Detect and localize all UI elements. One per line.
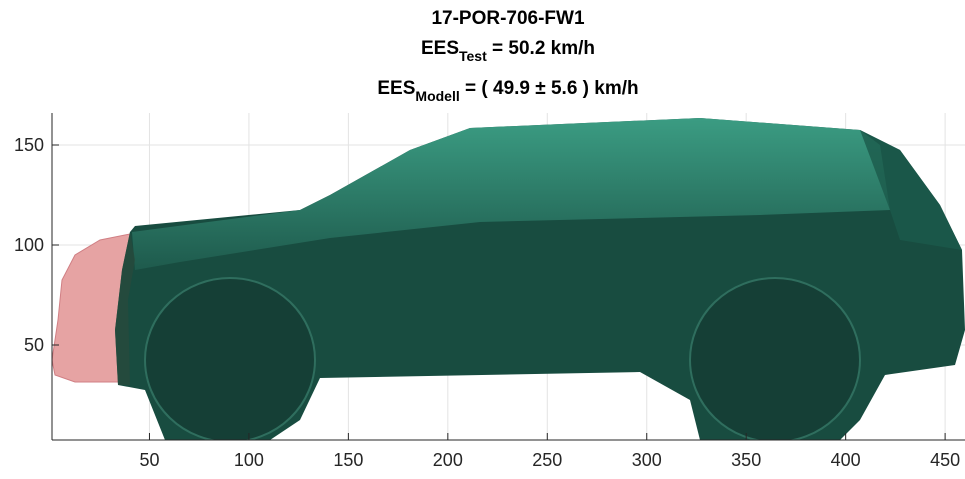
title-sub: Test (459, 48, 487, 64)
x-tick-label: 450 (930, 450, 960, 470)
y-tick-label: 50 (24, 335, 44, 355)
x-tick-label: 150 (333, 450, 363, 470)
title-rest: = 50.2 km/h (487, 38, 595, 59)
car-render (52, 118, 965, 440)
x-tick-label: 100 (234, 450, 264, 470)
title-rest: = ( 49.9 ± 5.6 ) km/h (460, 78, 639, 99)
title-sub: Modell (415, 88, 459, 104)
x-tick-label: 350 (731, 450, 761, 470)
title-main: EES (421, 38, 459, 59)
x-tick-label: 200 (433, 450, 463, 470)
front-contour (115, 232, 135, 385)
x-tick-label: 250 (532, 450, 562, 470)
front-crush-zone (52, 232, 136, 383)
title-line: EESTest = 50.2 km/h (421, 38, 595, 64)
front-wheel (144, 277, 316, 440)
title-main: EES (377, 78, 415, 99)
x-tick-label: 400 (831, 450, 861, 470)
rear-wheel (689, 277, 861, 440)
title-line: EESModell = ( 49.9 ± 5.6 ) km/h (377, 78, 638, 104)
car-upper-shade (860, 130, 962, 250)
y-tick-label: 100 (14, 235, 44, 255)
title-line: 17-POR-706-FW1 (431, 8, 585, 29)
y-tick-label: 150 (14, 135, 44, 155)
x-tick-label: 50 (139, 450, 159, 470)
x-tick-label: 300 (632, 450, 662, 470)
car-upper (132, 118, 890, 270)
